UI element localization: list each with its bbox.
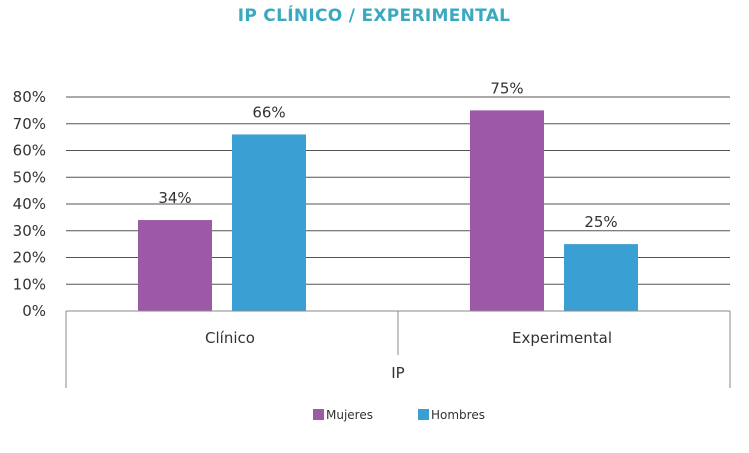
y-tick-label: 40% [13, 195, 46, 213]
data-label: 34% [158, 189, 191, 207]
legend: Mujeres Hombres [313, 408, 485, 422]
y-tick-label: 70% [13, 115, 46, 133]
y-tick-label: 50% [13, 168, 46, 186]
y-tick-label: 10% [13, 275, 46, 293]
y-tick-label: 0% [22, 302, 46, 320]
y-tick-label: 80% [13, 88, 46, 106]
y-tick-label: 20% [13, 249, 46, 267]
data-label: 25% [584, 213, 617, 231]
bars [138, 110, 638, 311]
x-axis-title: IP [391, 364, 404, 382]
legend-label-mujeres: Mujeres [326, 408, 373, 422]
legend-swatch-hombres [418, 409, 429, 420]
data-label: 66% [252, 103, 285, 121]
data-label: 75% [490, 79, 523, 97]
legend-swatch-mujeres [313, 409, 324, 420]
bar-mujeres-0 [138, 220, 212, 311]
x-axis: Clínico Experimental [65, 310, 731, 388]
bar-hombres-0 [232, 134, 306, 311]
x-category-label: Experimental [512, 329, 612, 347]
x-category-label: Clínico [205, 329, 255, 347]
chart-title: IP CLÍNICO / EXPERIMENTAL [238, 4, 511, 26]
legend-label-hombres: Hombres [431, 408, 485, 422]
bar-mujeres-1 [470, 110, 544, 311]
data-labels: 34% 66% 75% 25% [158, 79, 617, 231]
y-tick-label: 60% [13, 142, 46, 160]
y-axis: 0% 10% 20% 30% 40% 50% 60% 70% 80% [13, 88, 46, 320]
y-tick-label: 30% [13, 222, 46, 240]
bar-hombres-1 [564, 244, 638, 311]
